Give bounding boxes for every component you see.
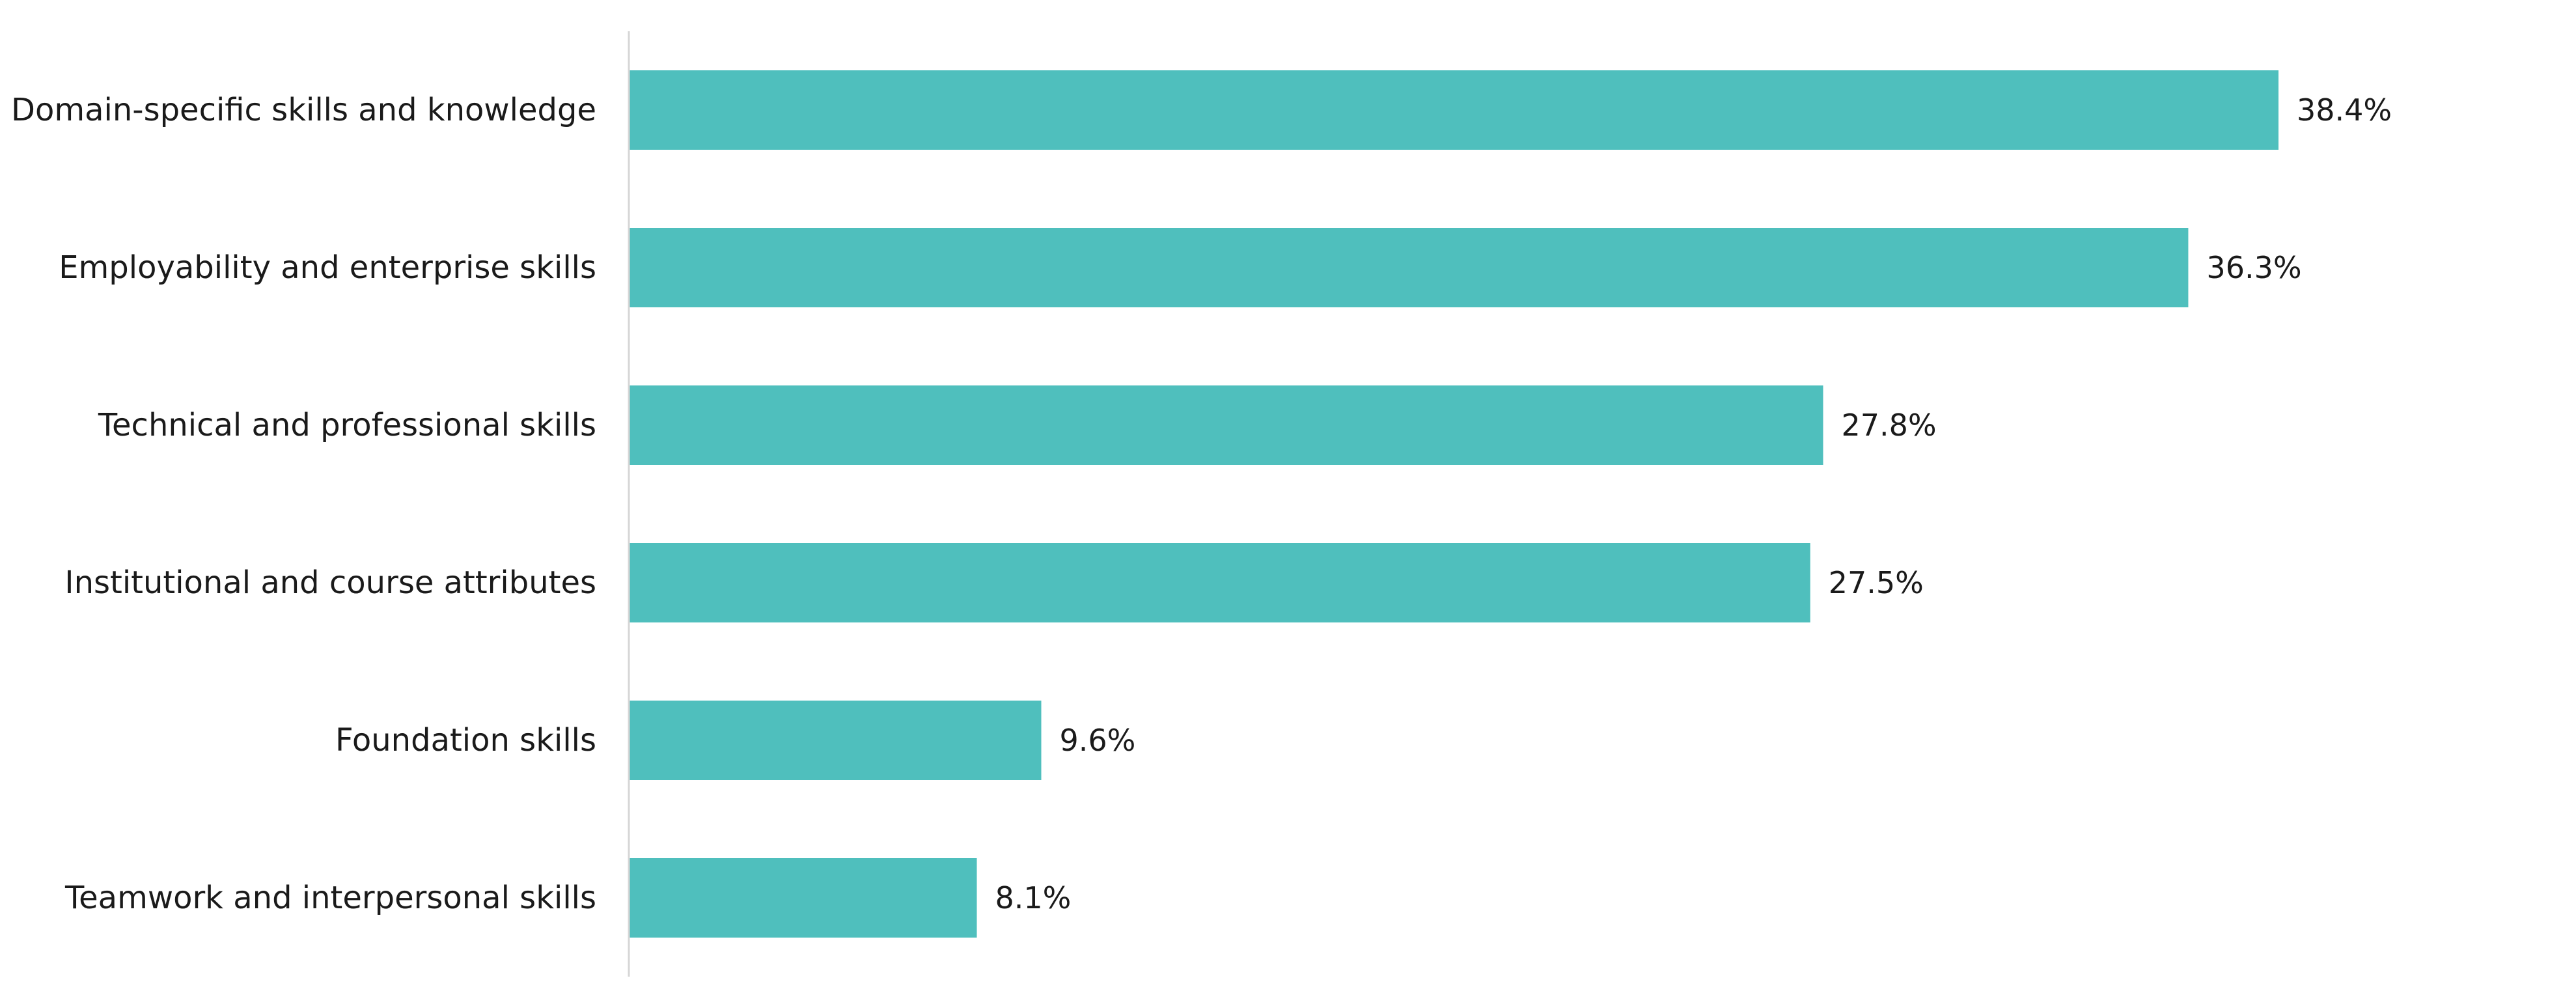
- bars-layer: [629, 70, 2278, 938]
- bar-3: [629, 385, 1823, 465]
- value-label-6: 8.1%: [995, 880, 1072, 915]
- category-label-6: Teamwork and interpersonal skills: [64, 880, 596, 916]
- bar-1: [629, 70, 2278, 150]
- bar-4: [629, 543, 1810, 622]
- value-label-4: 27.5%: [1829, 565, 1924, 600]
- category-label-1: Domain-specific skills and knowledge: [11, 92, 596, 128]
- category-label-3: Technical and professional skills: [98, 407, 596, 443]
- value-label-2: 36.3%: [2206, 250, 2301, 285]
- bar-5: [629, 701, 1042, 780]
- bar-6: [629, 858, 977, 938]
- category-label-5: Foundation skills: [335, 722, 596, 759]
- category-label-2: Employability and enterprise skills: [59, 249, 596, 286]
- bar-2: [629, 228, 2189, 307]
- labels-layer: Domain-specific skills and knowledge 38.4…: [11, 92, 2392, 916]
- value-label-1: 38.4%: [2297, 92, 2392, 128]
- value-label-3: 27.8%: [1842, 408, 1937, 443]
- value-label-5: 9.6%: [1060, 723, 1136, 758]
- category-label-4: Institutional and course attributes: [64, 565, 596, 601]
